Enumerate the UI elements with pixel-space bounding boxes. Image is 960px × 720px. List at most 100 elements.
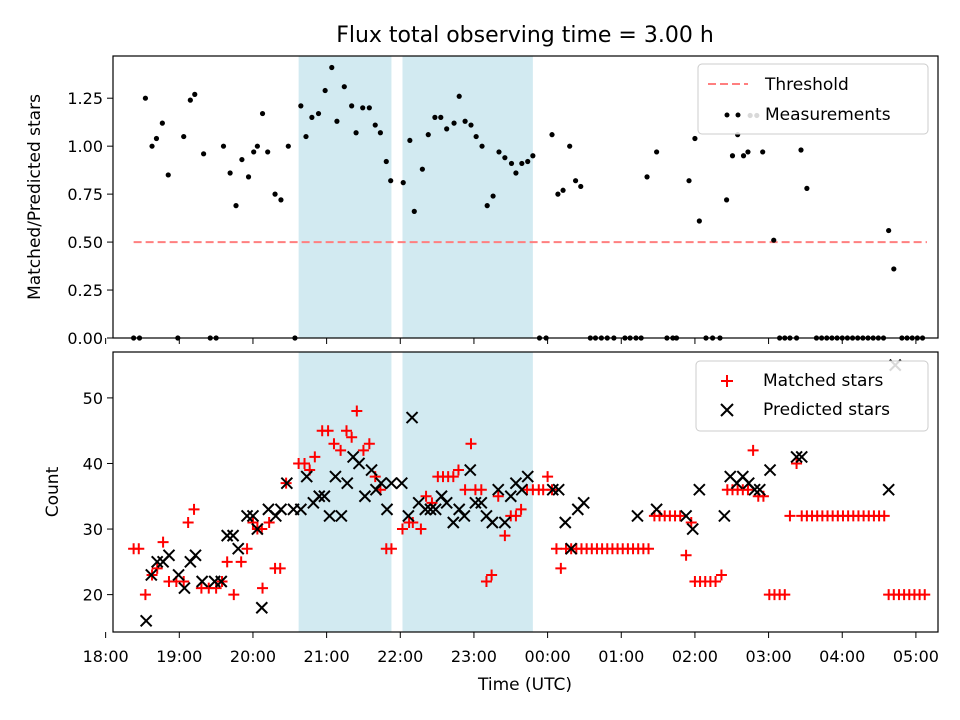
measurement-point	[444, 126, 450, 132]
x-tick-label: 05:00	[893, 647, 939, 666]
measurement-point	[771, 237, 777, 243]
count-points	[128, 358, 931, 628]
matched-star-point	[363, 438, 375, 450]
top-legend: Threshold Measurements	[697, 63, 929, 135]
shaded-span	[402, 56, 533, 338]
measurement-point	[567, 143, 573, 149]
measurement-point	[456, 93, 462, 99]
y-tick-label: 1.00	[67, 137, 103, 156]
matched-star-point	[133, 543, 145, 555]
y-tick-label: 0.00	[67, 329, 103, 348]
measurement-point	[745, 149, 751, 155]
predicted-star-point	[424, 503, 437, 516]
matched-star-point	[480, 576, 492, 588]
x-tick-label: 19:00	[156, 647, 202, 666]
measurement-point	[798, 147, 804, 153]
matched-star-point	[492, 490, 504, 502]
matched-star-point	[188, 503, 200, 515]
matched-star-point	[459, 484, 471, 496]
measurement-point	[159, 120, 165, 126]
measurement-point	[220, 143, 227, 149]
measurement-point	[315, 110, 322, 117]
predicted-star-point	[318, 490, 331, 503]
predicted-star-point	[504, 490, 517, 503]
predicted-legend-swatch	[720, 403, 734, 417]
y-tick-label: 40	[83, 454, 103, 473]
measurement-point	[530, 153, 536, 159]
predicted-star-point	[365, 463, 378, 477]
predicted-star-point	[145, 568, 158, 582]
predicted-star-point	[395, 476, 408, 490]
measurement-point	[366, 105, 372, 111]
matched-star-point	[465, 438, 477, 450]
predicted-star-point	[358, 490, 372, 503]
measurement-point	[560, 187, 566, 193]
measurement-legend-dot	[735, 112, 741, 118]
predicted-star-point	[564, 542, 578, 555]
predicted-star-point	[469, 496, 482, 510]
measurement-point	[462, 118, 468, 124]
predicted-legend-label: Predicted stars	[763, 400, 890, 420]
measurement-point	[254, 143, 260, 149]
measurement-point	[513, 170, 519, 176]
measurement-point	[760, 149, 766, 155]
measurement-point	[891, 266, 897, 272]
y-tick-label: 0.25	[67, 281, 103, 300]
predicted-star-point	[215, 575, 228, 588]
predicted-star-point	[559, 516, 572, 529]
predicted-star-point	[405, 411, 419, 424]
predicted-star-point	[380, 503, 394, 516]
measurement-point	[192, 91, 198, 97]
measurement-point	[438, 114, 444, 120]
measurement-point	[153, 135, 160, 142]
matched-star-point	[475, 484, 487, 496]
measurement-point	[468, 122, 474, 128]
matched-star-point	[235, 556, 247, 568]
measurement-point	[496, 149, 502, 155]
predicted-star-point	[515, 483, 529, 496]
predicted-star-point	[246, 509, 260, 523]
top-legend-box	[697, 63, 929, 135]
predicted-star-point	[486, 516, 499, 529]
matched-star-point	[710, 576, 722, 588]
measurement-point	[265, 149, 271, 155]
measurement-point	[729, 153, 736, 159]
predicted-star-point	[274, 503, 288, 516]
measurement-point	[322, 87, 328, 94]
bottom-panel: 20 30 40 50 18:00 19:00 20:00 21:00 22:00 23:00 0…	[43, 351, 939, 695]
predicted-star-point	[162, 549, 176, 562]
matched-star-point	[715, 569, 727, 581]
measurement-point	[334, 118, 340, 124]
y-tick-label: 0.75	[67, 185, 103, 204]
predicted-star-point	[139, 614, 153, 628]
measurement-point	[353, 130, 359, 136]
measurement-point	[239, 156, 245, 163]
matched-legend-swatch	[721, 375, 733, 387]
matched-star-point	[335, 444, 347, 456]
matched-star-point	[685, 516, 697, 528]
predicted-star-point	[650, 503, 663, 516]
predicted-star-point	[352, 457, 366, 470]
matched-star-point	[407, 516, 419, 528]
matched-star-point	[919, 589, 931, 601]
predicted-star-point	[226, 529, 240, 542]
matched-star-point	[499, 530, 511, 542]
predicted-star-point	[498, 516, 512, 529]
predicted-star-point	[577, 496, 590, 510]
measurement-point	[419, 166, 425, 172]
measurement-point	[285, 143, 291, 149]
measurement-point	[201, 151, 207, 157]
predicted-star-point	[280, 476, 294, 490]
predicted-star-point	[329, 470, 342, 483]
measurement-point	[490, 193, 496, 199]
predicted-star-point	[323, 509, 336, 523]
measurement-point	[425, 132, 431, 138]
matched-star-point	[182, 516, 194, 528]
measurement-point	[245, 174, 252, 180]
predicted-star-point	[255, 601, 269, 614]
top-shaded-spans	[298, 56, 533, 338]
predicted-star-point	[220, 529, 234, 542]
measurement-point	[259, 110, 266, 117]
predicted-star-point	[763, 463, 777, 477]
matched-star-point	[742, 484, 754, 496]
